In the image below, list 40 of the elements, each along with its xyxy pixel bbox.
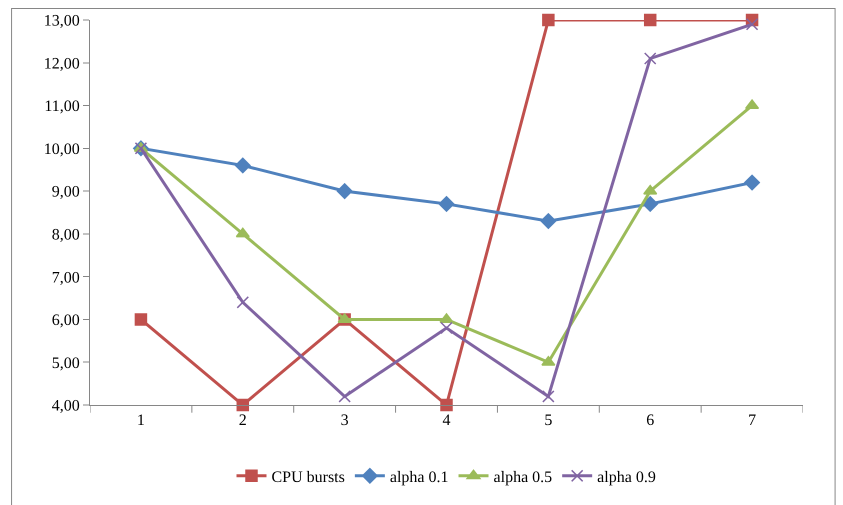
- y-tick-label: 10,00: [44, 140, 80, 158]
- point: [644, 14, 656, 26]
- point: [336, 183, 353, 200]
- y-tick-label: 12,00: [44, 55, 80, 72]
- legend-label: alpha 0.9: [597, 469, 656, 486]
- legend-label: alpha 0.1: [390, 469, 449, 486]
- y-tick-label: 5,00: [52, 354, 80, 372]
- x-tick-label: 5: [544, 412, 552, 430]
- point: [746, 18, 758, 31]
- x-tick-label: 6: [646, 412, 654, 430]
- x-tick-label: 2: [238, 412, 247, 430]
- point: [440, 398, 453, 412]
- point: [744, 174, 760, 190]
- point: [541, 356, 556, 366]
- point: [438, 196, 454, 212]
- x-tick-label: 4: [442, 412, 450, 430]
- y-tick-label: 11,00: [44, 98, 80, 116]
- point: [542, 14, 555, 26]
- point: [643, 184, 658, 195]
- x-tick-label: 7: [748, 412, 756, 430]
- point: [236, 296, 250, 309]
- y-tick-label: 4,00: [52, 398, 80, 415]
- legend-label: CPU bursts: [272, 469, 345, 486]
- y-tick-label: 6,00: [52, 312, 80, 330]
- y-tick-label: 8,00: [52, 226, 80, 244]
- y-tick-label: 13,00: [44, 12, 80, 30]
- x-tick-label: 1: [136, 412, 145, 430]
- point: [542, 390, 555, 403]
- point: [236, 398, 250, 412]
- point: [338, 390, 351, 403]
- point: [134, 313, 148, 326]
- point: [644, 52, 656, 65]
- point: [642, 196, 658, 212]
- y-tick-label: 9,00: [52, 184, 80, 201]
- point: [540, 213, 556, 229]
- y-tick-label: 7,00: [52, 269, 80, 286]
- x-tick-label: 3: [340, 412, 349, 430]
- point: [744, 99, 760, 110]
- point: [234, 158, 251, 174]
- legend-label: alpha 0.5: [494, 469, 552, 486]
